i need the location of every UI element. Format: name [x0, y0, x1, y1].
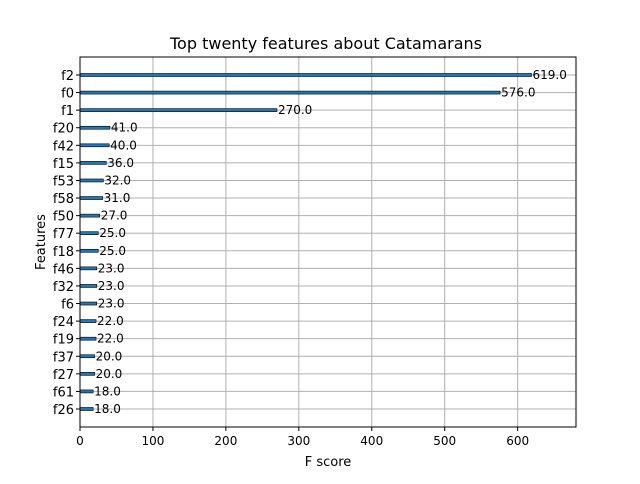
plot-frame	[79, 56, 577, 428]
bar-f26	[79, 407, 94, 411]
data-label-f46: 23.0	[98, 261, 125, 275]
x-tick-label: 300	[287, 434, 310, 448]
y-tick-label-f37: f37	[53, 350, 74, 365]
y-tick-label-f50: f50	[53, 210, 74, 225]
data-label-f32: 23.0	[98, 279, 125, 293]
data-label-f42: 40.0	[110, 138, 137, 152]
x-axis-ticks: 0 100 200 300 400 500 600	[76, 427, 529, 448]
y-tick-label-f24: f24	[53, 315, 74, 330]
y-tick-label-f61: f61	[53, 385, 74, 400]
y-tick-label-f26: f26	[53, 403, 74, 418]
y-tick-label-f77: f77	[53, 227, 74, 242]
y-tick-label-f32: f32	[53, 280, 74, 295]
data-label-f18: 25.0	[99, 244, 126, 258]
x-tick-label: 600	[506, 434, 529, 448]
data-label-f2: 619.0	[533, 68, 567, 82]
bar-f32	[79, 284, 98, 288]
bar-f20	[79, 125, 111, 130]
y-axis-ticks: f2 f0 f1 f20 f42 f15 f53 f58 f50 f77 f18 f46 f32 f6 f2…	[53, 69, 80, 418]
bar-f24	[79, 319, 97, 323]
data-label-f26: 18.0	[94, 402, 121, 416]
bar-f2	[79, 73, 532, 77]
bar-f42	[79, 143, 110, 148]
y-tick-label-f58: f58	[53, 192, 74, 207]
y-tick-label-f2: f2	[61, 69, 74, 84]
y-tick-label-f20: f20	[53, 122, 74, 137]
bar-f37	[79, 354, 95, 359]
y-tick-label-f18: f18	[53, 245, 74, 260]
bars	[79, 73, 532, 411]
data-label-f24: 22.0	[97, 314, 124, 328]
data-label-f77: 25.0	[99, 226, 126, 240]
x-tick-label: 0	[76, 434, 84, 448]
bar-f50	[79, 213, 100, 218]
x-tick-label: 400	[360, 434, 383, 448]
bar-f46	[79, 266, 98, 271]
y-tick-label-f46: f46	[53, 262, 74, 277]
y-tick-label-f19: f19	[53, 333, 74, 348]
data-label-f0: 576.0	[501, 86, 535, 100]
data-label-f37: 20.0	[96, 349, 123, 363]
chart-title: Top twenty features about Catamarans	[169, 34, 482, 53]
data-label-f6: 23.0	[98, 297, 125, 311]
bar-f61	[79, 389, 94, 394]
bar-f53	[79, 178, 104, 183]
bar-f77	[79, 231, 99, 236]
x-axis-label: F score	[305, 455, 352, 470]
data-label-f15: 36.0	[107, 156, 134, 170]
data-label-f53: 32.0	[104, 173, 131, 187]
x-tick-label: 200	[214, 434, 237, 448]
bar-f1	[79, 108, 278, 112]
bar-f27	[79, 372, 95, 376]
x-tick-label: 500	[433, 434, 456, 448]
y-tick-label-f6: f6	[61, 298, 74, 313]
bar-f6	[79, 301, 98, 306]
data-label-f58: 31.0	[104, 191, 131, 205]
grid	[79, 57, 576, 427]
data-label-f1: 270.0	[278, 103, 312, 117]
y-tick-label-f0: f0	[61, 87, 74, 102]
y-tick-label-f1: f1	[61, 104, 74, 119]
bar-f18	[79, 248, 99, 253]
y-tick-label-f27: f27	[53, 368, 74, 383]
y-tick-label-f53: f53	[53, 174, 74, 189]
x-tick-label: 100	[141, 434, 164, 448]
data-label-f19: 22.0	[97, 332, 124, 346]
data-label-f50: 27.0	[101, 209, 128, 223]
bar-f58	[79, 196, 103, 200]
bar-f0	[79, 90, 501, 95]
y-tick-label-f15: f15	[53, 157, 74, 172]
y-tick-label-f42: f42	[53, 139, 74, 154]
y-axis-label: Features	[34, 214, 49, 270]
value-labels: 619.0 576.0 270.0 41.0 40.0 36.0 32.0 31.0 27.0 2…	[94, 68, 567, 416]
data-label-f61: 18.0	[94, 384, 121, 398]
data-label-f27: 20.0	[96, 367, 123, 381]
bar-f15	[79, 161, 107, 165]
bar-f19	[79, 336, 97, 341]
data-label-f20: 41.0	[111, 121, 138, 135]
